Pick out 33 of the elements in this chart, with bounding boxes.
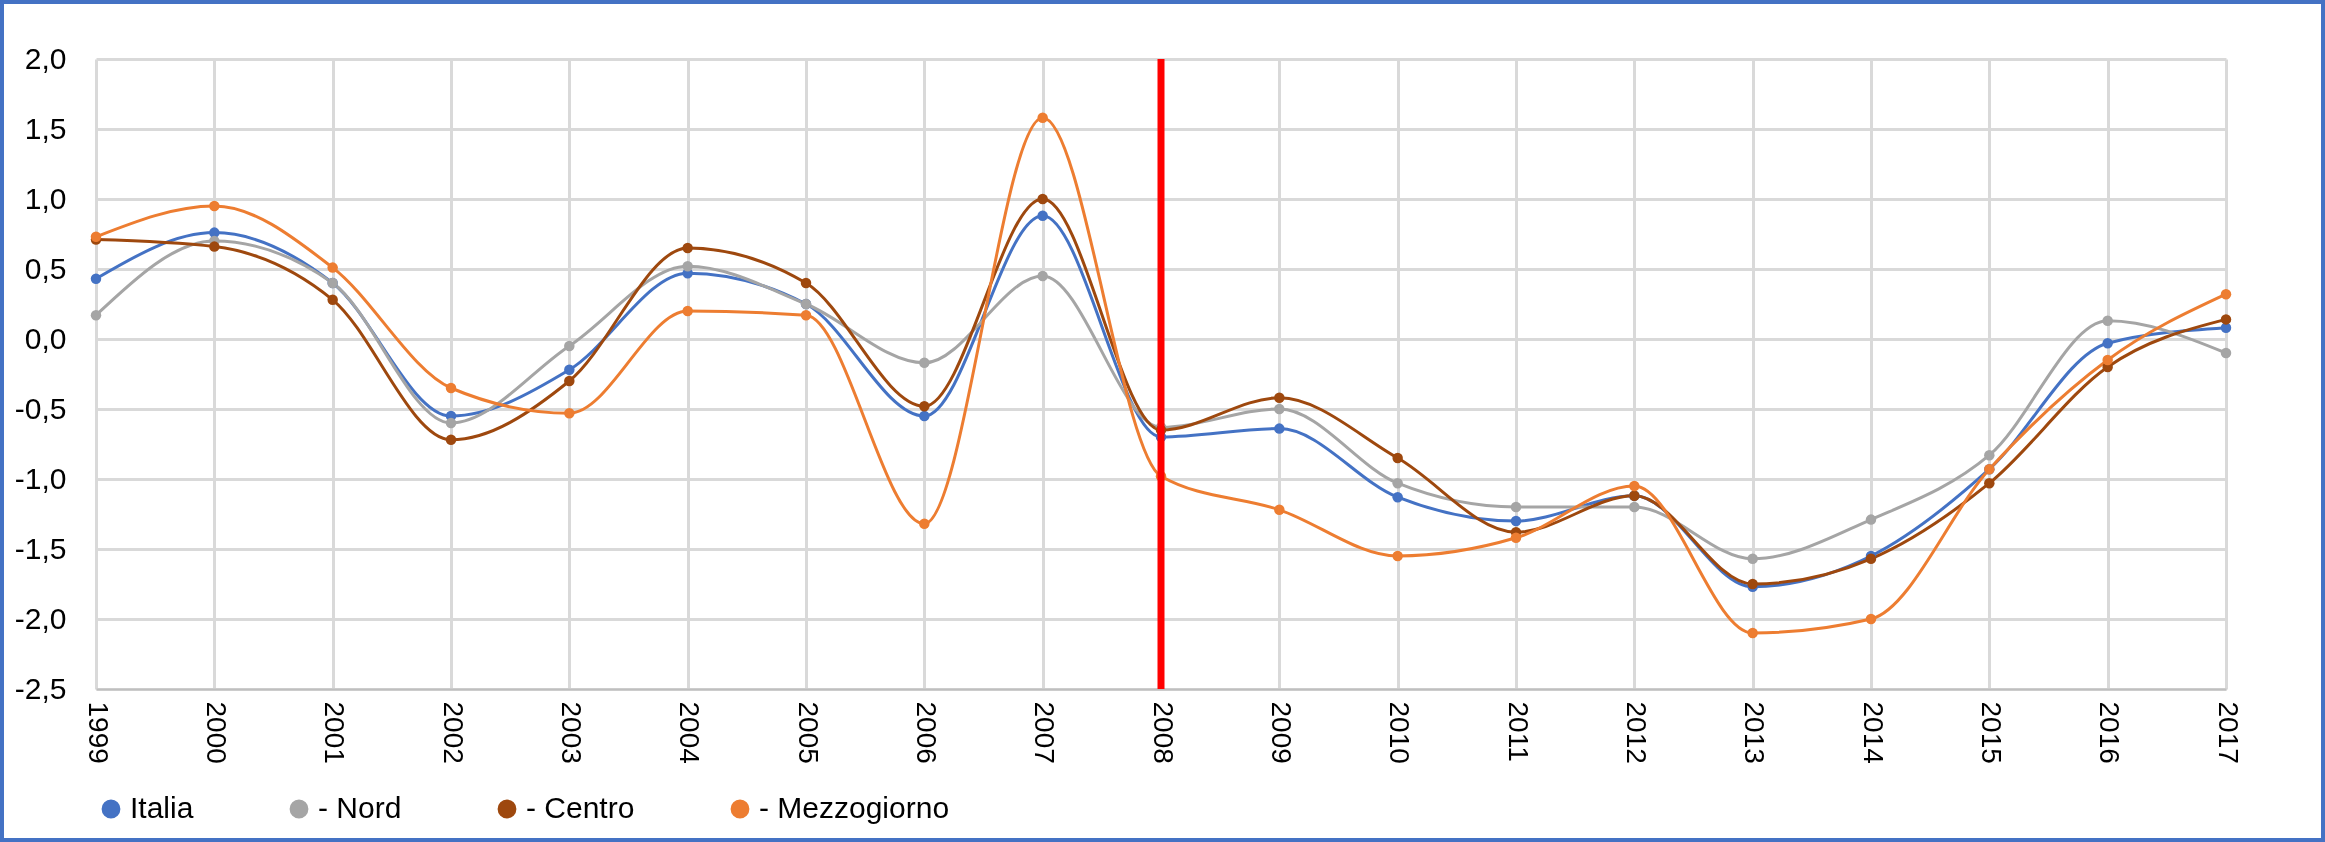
legend-label: Italia [130,791,194,824]
x-tick-label: 2000 [200,701,232,764]
legend-label: - Nord [318,791,402,824]
x-tick-label: 2016 [2094,701,2126,764]
y-tick-label: -0,5 [14,391,67,425]
x-tick-label: 2014 [1857,701,1889,764]
y-tick-label: -1,5 [14,531,67,565]
x-tick-label: 2004 [674,701,706,764]
y-tick-label: -2,0 [14,601,67,635]
x-tick-label: 2001 [319,701,351,764]
y-tick-label: 1,5 [24,111,67,145]
x-tick-label: 2006 [910,701,942,764]
x-tick-label: 1999 [82,701,114,764]
x-tick-label: 2007 [1029,701,1061,764]
x-tick-label: 2008 [1147,701,1179,764]
legend-label: - Mezzogiorno [759,791,950,824]
y-tick-label: 0,5 [24,251,67,285]
y-tick-label: 2,0 [24,41,67,75]
y-tick-label: -2,5 [14,671,67,705]
y-tick-label: -1,0 [14,461,67,495]
y-tick-label: 0,0 [24,321,67,355]
x-tick-label: 2017 [2212,701,2244,764]
x-tick-label: 2010 [1384,701,1416,764]
legend-label: - Centro [526,791,635,824]
x-tick-label: 2002 [437,701,469,764]
x-tick-label: 2011 [1502,701,1534,762]
x-tick-label: 2012 [1620,701,1652,764]
x-tick-label: 2009 [1265,701,1297,764]
y-tick-label: 1,0 [24,181,67,215]
x-tick-label: 2003 [555,701,587,764]
x-tick-label: 2005 [792,701,824,764]
x-tick-label: 2013 [1739,701,1771,764]
x-tick-label: 2015 [1975,701,2007,764]
